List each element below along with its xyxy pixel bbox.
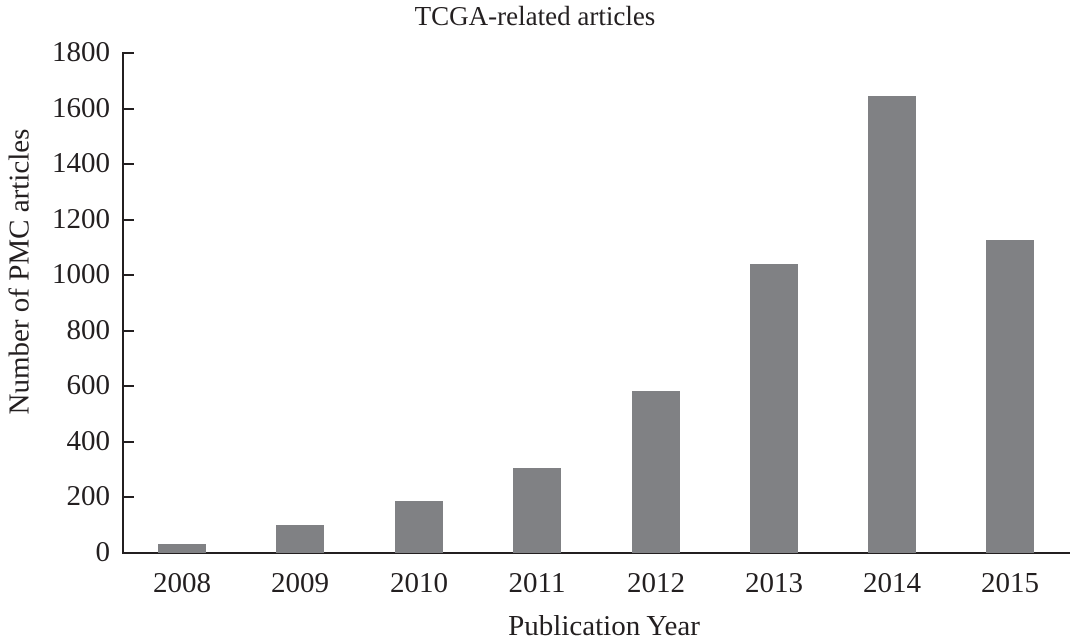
x-axis-line bbox=[122, 552, 1070, 554]
y-tick bbox=[122, 385, 134, 388]
y-tick bbox=[122, 496, 134, 499]
x-tick-label: 2012 bbox=[627, 567, 685, 599]
y-tick bbox=[122, 440, 134, 443]
x-tick-label: 2013 bbox=[745, 567, 803, 599]
y-tick bbox=[122, 163, 134, 166]
bar-2011 bbox=[513, 468, 561, 553]
y-tick bbox=[122, 329, 134, 332]
y-tick bbox=[122, 218, 134, 221]
x-tick-label: 2008 bbox=[153, 567, 211, 599]
chart-title: TCGA-related articles bbox=[414, 1, 656, 31]
bar-2014 bbox=[868, 96, 916, 553]
x-tick-label: 2015 bbox=[981, 567, 1039, 599]
x-axis-label: Publication Year bbox=[508, 610, 700, 642]
y-tick bbox=[122, 274, 134, 277]
y-tick-label: 1400 bbox=[52, 147, 110, 180]
bar-2009 bbox=[276, 525, 324, 553]
y-tick-label: 1000 bbox=[52, 258, 110, 291]
y-tick bbox=[122, 52, 134, 54]
y-tick-label: 200 bbox=[66, 480, 111, 513]
x-tick-label: 2010 bbox=[390, 567, 448, 599]
y-tick-label: 1200 bbox=[52, 202, 110, 235]
y-tick-label: 1800 bbox=[52, 36, 110, 68]
bar-2015 bbox=[986, 239, 1034, 553]
y-tick-label: 400 bbox=[66, 424, 111, 457]
y-tick-label: 0 bbox=[95, 536, 111, 568]
y-tick bbox=[122, 552, 134, 554]
y-tick-label: 800 bbox=[66, 313, 111, 346]
bar-2008 bbox=[158, 544, 206, 553]
bar-2012 bbox=[632, 391, 680, 553]
y-tick-label: 1600 bbox=[52, 91, 110, 124]
x-tick-label: 2009 bbox=[271, 567, 329, 599]
y-axis-line bbox=[122, 53, 124, 554]
bar-2010 bbox=[395, 501, 443, 553]
bar-2013 bbox=[750, 264, 798, 553]
x-tick-label: 2014 bbox=[863, 567, 921, 599]
y-tick bbox=[122, 107, 134, 110]
y-tick-label: 600 bbox=[66, 369, 111, 402]
x-tick-label: 2011 bbox=[508, 567, 566, 599]
